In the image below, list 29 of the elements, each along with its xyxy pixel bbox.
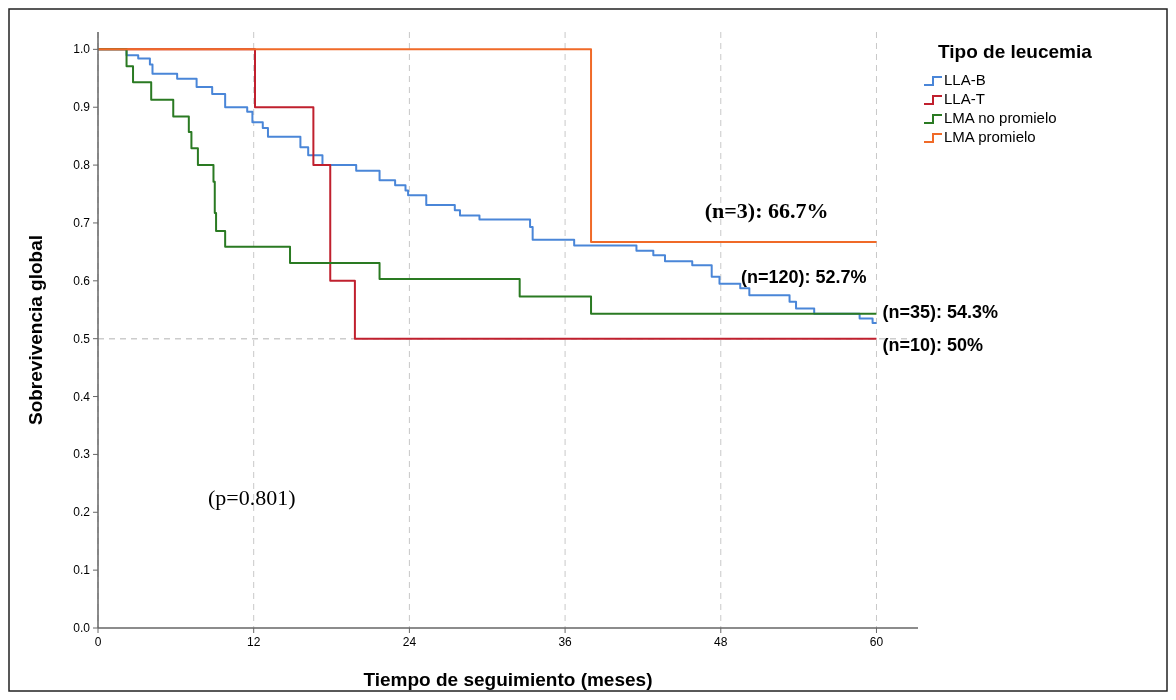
x-axis-title: Tiempo de seguimiento (meses) xyxy=(363,669,653,690)
y-tick-label: 0.4 xyxy=(73,389,91,404)
legend-label: LLA-B xyxy=(944,71,986,88)
y-tick-label: 0.7 xyxy=(73,215,91,230)
y-tick-label: 0.9 xyxy=(73,100,91,115)
y-tick-label: 0.1 xyxy=(73,563,91,578)
x-tick-label: 36 xyxy=(558,635,573,649)
y-tick-label: 0.8 xyxy=(73,158,91,173)
annotation: (n=3): 66.7% xyxy=(704,198,829,224)
y-tick-label: 0.2 xyxy=(73,505,91,520)
y-tick-label: 0.6 xyxy=(73,273,91,288)
annotation: (p=0.801) xyxy=(208,485,296,510)
legend-label: LLA-T xyxy=(944,90,985,107)
x-tick-label: 24 xyxy=(402,635,417,649)
x-tick-label: 12 xyxy=(247,635,261,649)
y-tick-label: 1.0 xyxy=(73,42,91,57)
x-tick-label: 48 xyxy=(714,635,728,649)
y-axis-title: Sobrevivencia global xyxy=(25,234,46,426)
annotation: (n=120): 52.7% xyxy=(740,267,867,288)
legend-label: LMA promielo xyxy=(944,128,1036,145)
annotation: (n=35): 54.3% xyxy=(882,301,999,322)
legend-label: LMA no promielo xyxy=(944,109,1057,126)
legend-title: Tipo de leucemia xyxy=(938,41,1093,62)
x-tick-label: 0 xyxy=(94,635,102,649)
y-tick-label: 0.5 xyxy=(73,331,91,346)
y-tick-label: 0.3 xyxy=(73,447,91,462)
x-tick-label: 60 xyxy=(869,635,884,649)
y-tick-label: 0.0 xyxy=(73,621,91,635)
annotation: (n=10): 50% xyxy=(882,334,984,355)
